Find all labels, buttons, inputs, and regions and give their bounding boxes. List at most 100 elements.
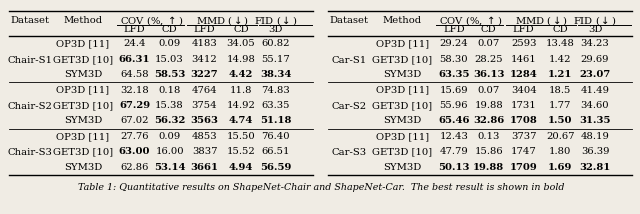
Text: 14.98: 14.98: [227, 55, 255, 64]
Text: 11.8: 11.8: [230, 86, 252, 95]
Text: 0.07: 0.07: [477, 39, 500, 48]
Text: 63.00: 63.00: [119, 147, 150, 156]
Text: 3D: 3D: [269, 25, 283, 34]
Text: 31.35: 31.35: [579, 116, 611, 125]
Text: 1.21: 1.21: [548, 70, 572, 79]
Text: 67.29: 67.29: [119, 101, 150, 110]
Text: Method: Method: [63, 16, 102, 25]
Text: 3227: 3227: [191, 70, 218, 79]
Text: 4764: 4764: [192, 86, 218, 95]
Text: 66.51: 66.51: [262, 147, 290, 156]
Text: OP3D [11]: OP3D [11]: [376, 86, 429, 95]
Text: 32.81: 32.81: [579, 163, 611, 172]
Text: SYM3D: SYM3D: [383, 70, 421, 79]
Text: 74.83: 74.83: [262, 86, 291, 95]
Text: 1747: 1747: [511, 147, 536, 156]
Text: 2593: 2593: [511, 39, 536, 48]
Text: 41.49: 41.49: [580, 86, 609, 95]
Text: SYM3D: SYM3D: [383, 116, 421, 125]
Text: 3837: 3837: [192, 147, 217, 156]
Text: 1708: 1708: [509, 116, 538, 125]
Text: 32.86: 32.86: [473, 116, 504, 125]
Text: SYM3D: SYM3D: [64, 163, 102, 172]
Text: 15.03: 15.03: [155, 55, 184, 64]
Text: Chair-S2: Chair-S2: [7, 102, 52, 111]
Text: GET3D [10]: GET3D [10]: [53, 101, 113, 110]
Text: 48.19: 48.19: [580, 132, 609, 141]
Text: 3754: 3754: [192, 101, 218, 110]
Text: 0.09: 0.09: [159, 132, 180, 141]
Text: LFD: LFD: [194, 25, 215, 34]
Text: MMD ($\downarrow$): MMD ($\downarrow$): [515, 14, 568, 27]
Text: OP3D [11]: OP3D [11]: [376, 39, 429, 48]
Text: 0.07: 0.07: [477, 86, 500, 95]
Text: 4.74: 4.74: [228, 116, 253, 125]
Text: OP3D [11]: OP3D [11]: [56, 39, 109, 48]
Text: LFD: LFD: [443, 25, 465, 34]
Text: 67.02: 67.02: [120, 116, 149, 125]
Text: 3412: 3412: [191, 55, 218, 64]
Text: 63.35: 63.35: [262, 101, 290, 110]
Text: 4.94: 4.94: [228, 163, 253, 172]
Text: OP3D [11]: OP3D [11]: [376, 132, 429, 141]
Text: 15.86: 15.86: [474, 147, 503, 156]
Text: 0.09: 0.09: [159, 39, 180, 48]
Text: 15.38: 15.38: [155, 101, 184, 110]
Text: 1731: 1731: [511, 101, 536, 110]
Text: 3404: 3404: [511, 86, 536, 95]
Text: 36.13: 36.13: [473, 70, 504, 79]
Text: 60.82: 60.82: [262, 39, 290, 48]
Text: Chair-S3: Chair-S3: [7, 148, 52, 157]
Text: LFD: LFD: [513, 25, 534, 34]
Text: 29.24: 29.24: [440, 39, 468, 48]
Text: SYM3D: SYM3D: [64, 116, 102, 125]
Text: OP3D [11]: OP3D [11]: [56, 86, 109, 95]
Text: Car-S2: Car-S2: [332, 102, 367, 111]
Text: 19.88: 19.88: [473, 163, 504, 172]
Text: 1461: 1461: [511, 55, 536, 64]
Text: 23.07: 23.07: [579, 70, 611, 79]
Text: 15.50: 15.50: [227, 132, 255, 141]
Text: 0.18: 0.18: [158, 86, 180, 95]
Text: CD: CD: [233, 25, 249, 34]
Text: 4183: 4183: [191, 39, 218, 48]
Text: GET3D [10]: GET3D [10]: [53, 147, 113, 156]
Text: GET3D [10]: GET3D [10]: [372, 55, 432, 64]
Text: 58.30: 58.30: [440, 55, 468, 64]
Text: FID ($\downarrow$): FID ($\downarrow$): [254, 14, 298, 27]
Text: 50.13: 50.13: [438, 163, 470, 172]
Text: 13.48: 13.48: [546, 39, 575, 48]
Text: 3737: 3737: [511, 132, 536, 141]
Text: 63.35: 63.35: [438, 70, 470, 79]
Text: 4853: 4853: [192, 132, 218, 141]
Text: 0.13: 0.13: [477, 132, 500, 141]
Text: 66.31: 66.31: [119, 55, 150, 64]
Text: 15.69: 15.69: [440, 86, 468, 95]
Text: 32.18: 32.18: [120, 86, 149, 95]
Text: 65.46: 65.46: [438, 116, 470, 125]
Text: GET3D [10]: GET3D [10]: [53, 55, 113, 64]
Text: 56.59: 56.59: [260, 163, 292, 172]
Text: 55.17: 55.17: [262, 55, 291, 64]
Text: 51.18: 51.18: [260, 116, 292, 125]
Text: 34.23: 34.23: [580, 39, 609, 48]
Text: 55.96: 55.96: [440, 101, 468, 110]
Text: 1.80: 1.80: [549, 147, 572, 156]
Text: 53.14: 53.14: [154, 163, 186, 172]
Text: COV (%, $\uparrow$): COV (%, $\uparrow$): [120, 14, 184, 27]
Text: Car-S3: Car-S3: [332, 148, 367, 157]
Text: 1.50: 1.50: [548, 116, 572, 125]
Text: SYM3D: SYM3D: [64, 70, 102, 79]
Text: 29.69: 29.69: [580, 55, 609, 64]
Text: 34.05: 34.05: [227, 39, 255, 48]
Text: SYM3D: SYM3D: [383, 163, 421, 172]
Text: 20.67: 20.67: [546, 132, 574, 141]
Text: COV (%, $\uparrow$): COV (%, $\uparrow$): [440, 14, 503, 27]
Text: 15.52: 15.52: [227, 147, 255, 156]
Text: Chair-S1: Chair-S1: [7, 56, 52, 65]
Text: 1284: 1284: [509, 70, 538, 79]
Text: LFD: LFD: [124, 25, 145, 34]
Text: 58.53: 58.53: [154, 70, 185, 79]
Text: MMD ($\downarrow$): MMD ($\downarrow$): [196, 14, 249, 27]
Text: CD: CD: [162, 25, 177, 34]
